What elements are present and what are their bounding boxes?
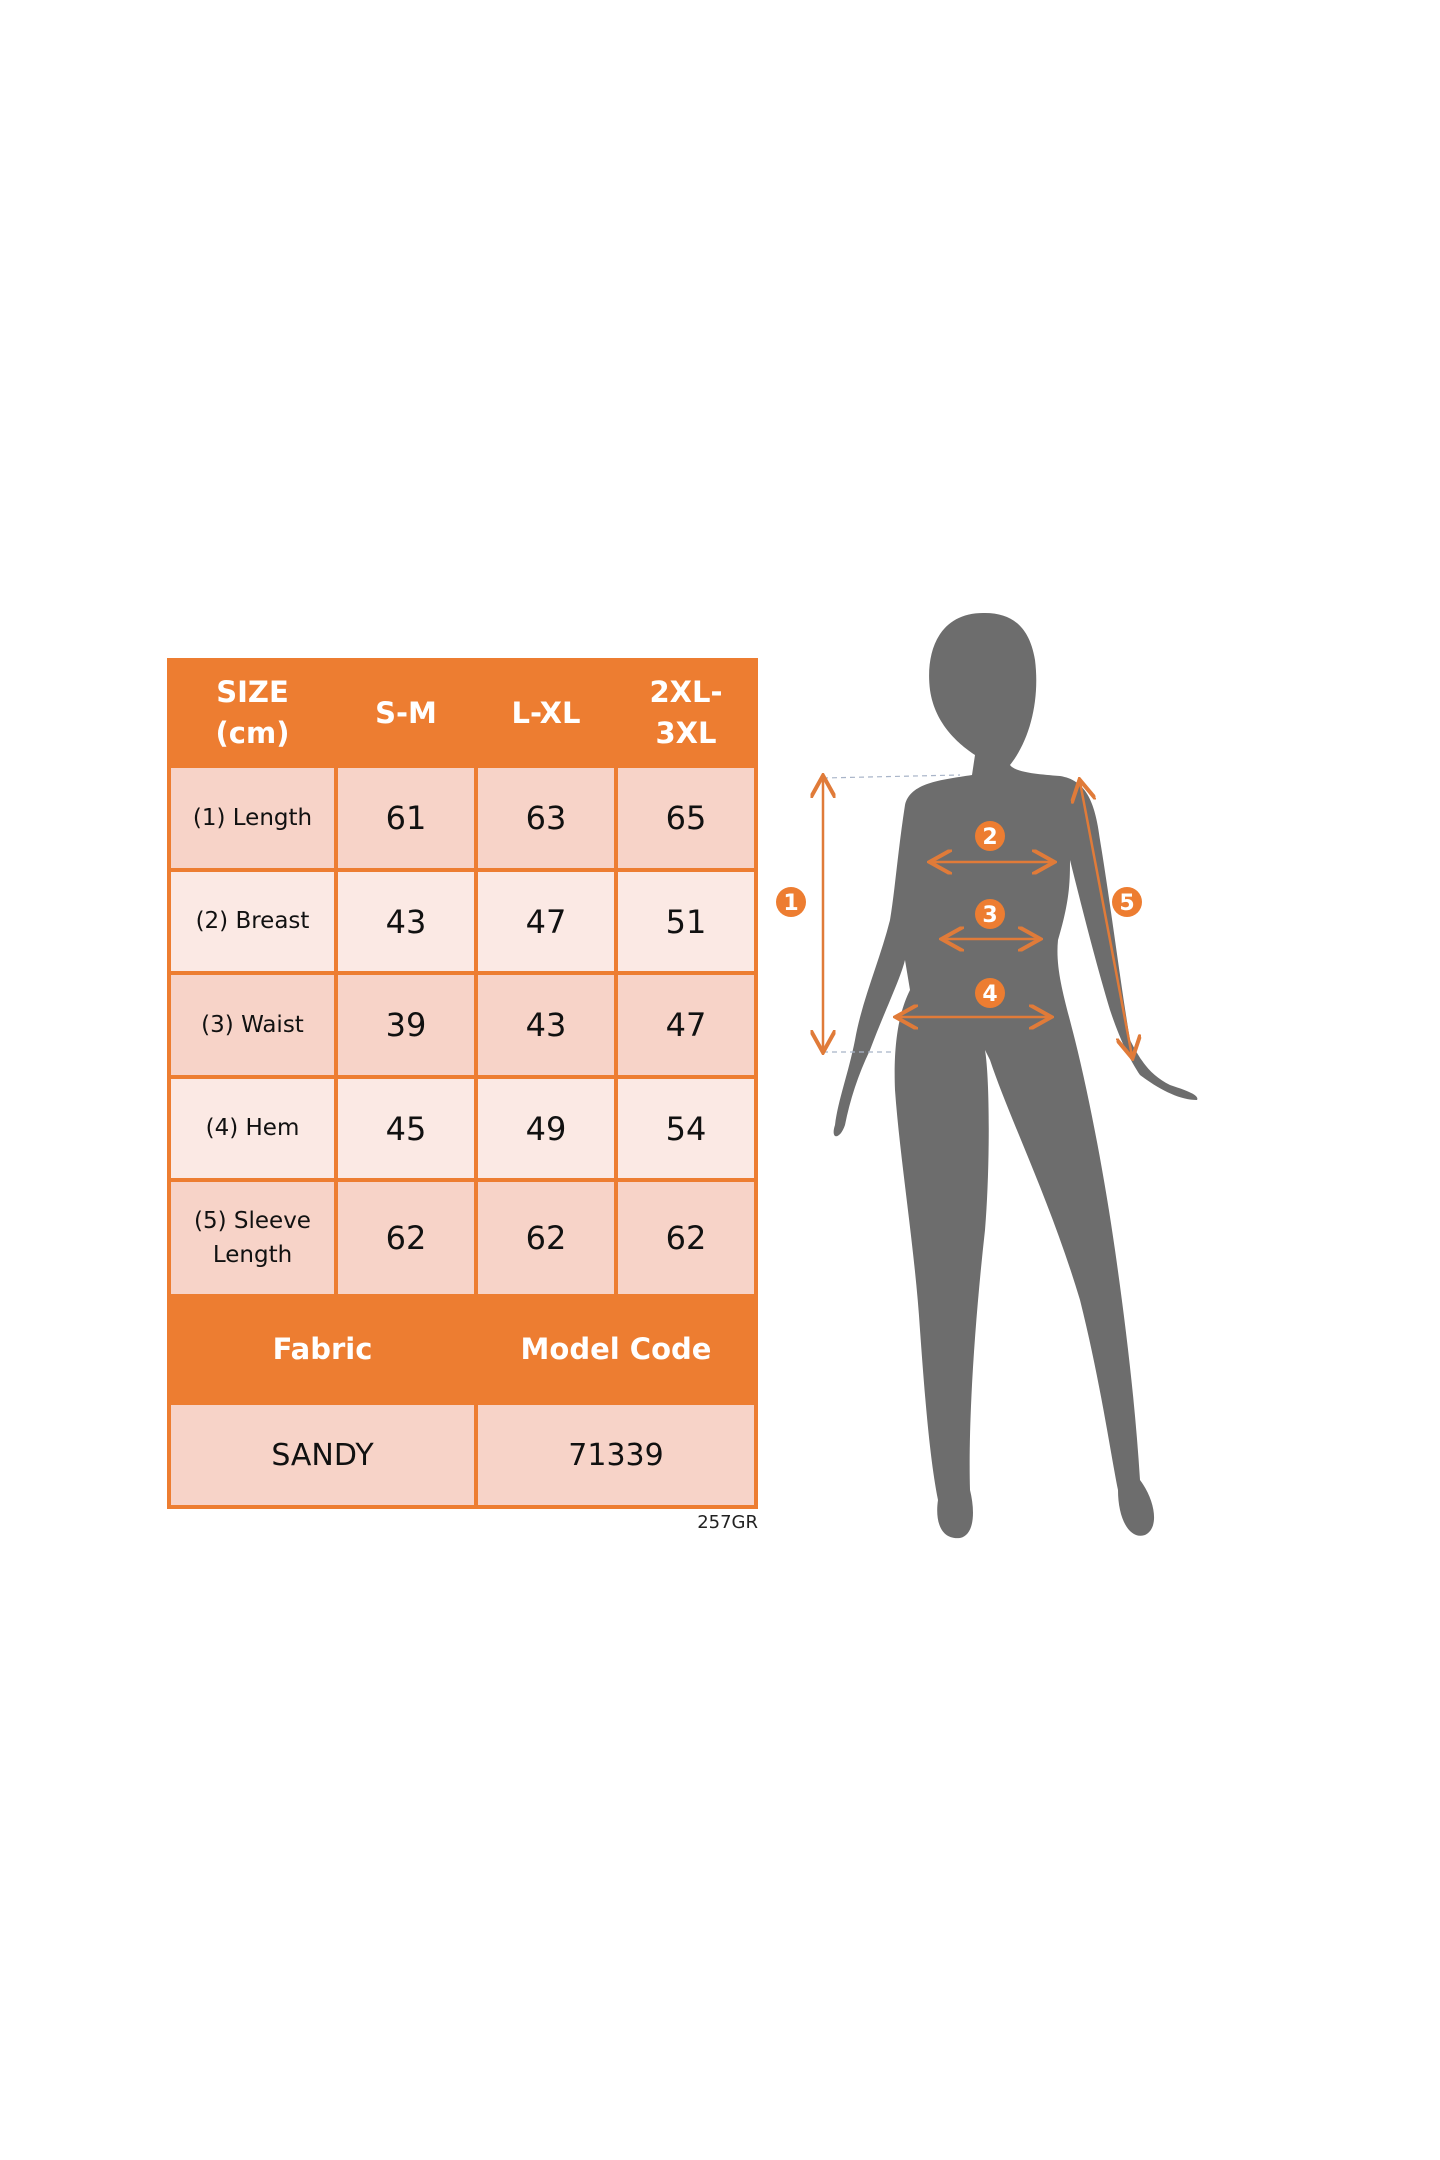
svg-text:3: 3 xyxy=(982,903,997,928)
table-row: (1) Length 61 63 65 xyxy=(167,764,758,872)
header-s-m: S-M xyxy=(334,658,478,768)
marker-3: 3 xyxy=(975,899,1005,929)
size-chart-table: SIZE (cm) S-M L-XL 2XL-3XL (1) Length 61 … xyxy=(167,658,758,1509)
cell-value: 54 xyxy=(614,1075,758,1182)
cell-value: 47 xyxy=(474,868,618,975)
header-fabric: Fabric xyxy=(167,1294,478,1405)
cell-value: 49 xyxy=(474,1075,618,1182)
cell-value: 63 xyxy=(474,764,618,872)
header-row: SIZE (cm) S-M L-XL 2XL-3XL xyxy=(167,658,758,768)
cell-value: 51 xyxy=(614,868,758,975)
header-2xl-3xl-label: 2XL-3XL xyxy=(649,675,723,750)
cell-value: 62 xyxy=(474,1178,618,1298)
row-label: (1) Length xyxy=(167,764,338,872)
header-2xl-3xl: 2XL-3XL xyxy=(614,658,758,768)
marker-2: 2 xyxy=(975,821,1005,851)
svg-text:1: 1 xyxy=(783,891,798,916)
cell-value: 61 xyxy=(334,764,478,872)
header-size: SIZE (cm) xyxy=(167,658,338,768)
marker-1: 1 xyxy=(776,887,806,917)
marker-4: 4 xyxy=(975,978,1005,1008)
cell-value: 45 xyxy=(334,1075,478,1182)
row-label: (2) Breast xyxy=(167,868,338,975)
table-row: (4) Hem 45 49 54 xyxy=(167,1075,758,1182)
cell-value: 43 xyxy=(334,868,478,975)
svg-text:4: 4 xyxy=(982,982,997,1007)
row-label: (3) Waist xyxy=(167,971,338,1079)
cell-value: 62 xyxy=(614,1178,758,1298)
row-label: (5) Sleeve Length xyxy=(167,1178,338,1298)
svg-text:5: 5 xyxy=(1119,891,1134,916)
model-code-value: 71339 xyxy=(474,1401,758,1509)
measurement-arrows xyxy=(823,775,1132,1056)
cell-value: 62 xyxy=(334,1178,478,1298)
table-row: (3) Waist 39 43 47 xyxy=(167,971,758,1079)
fabric-value: SANDY xyxy=(167,1401,478,1509)
table-row: (2) Breast 43 47 51 xyxy=(167,868,758,975)
svg-text:2: 2 xyxy=(982,825,997,850)
header-model-code: Model Code xyxy=(474,1294,758,1405)
row-label: (4) Hem xyxy=(167,1075,338,1182)
marker-5: 5 xyxy=(1112,887,1142,917)
table-row: (5) Sleeve Length 62 62 62 xyxy=(167,1178,758,1298)
product-code: 257GR xyxy=(697,1512,758,1533)
cell-value: 39 xyxy=(334,971,478,1079)
cell-value: 65 xyxy=(614,764,758,872)
cell-value: 47 xyxy=(614,971,758,1079)
footer-value-row: SANDY 71339 xyxy=(167,1401,758,1509)
footer-header-row: Fabric Model Code xyxy=(167,1294,758,1405)
cell-value: 43 xyxy=(474,971,618,1079)
sleeve-arrow xyxy=(1080,782,1132,1056)
silhouette-body xyxy=(833,612,1198,1539)
header-l-xl: L-XL xyxy=(474,658,618,768)
